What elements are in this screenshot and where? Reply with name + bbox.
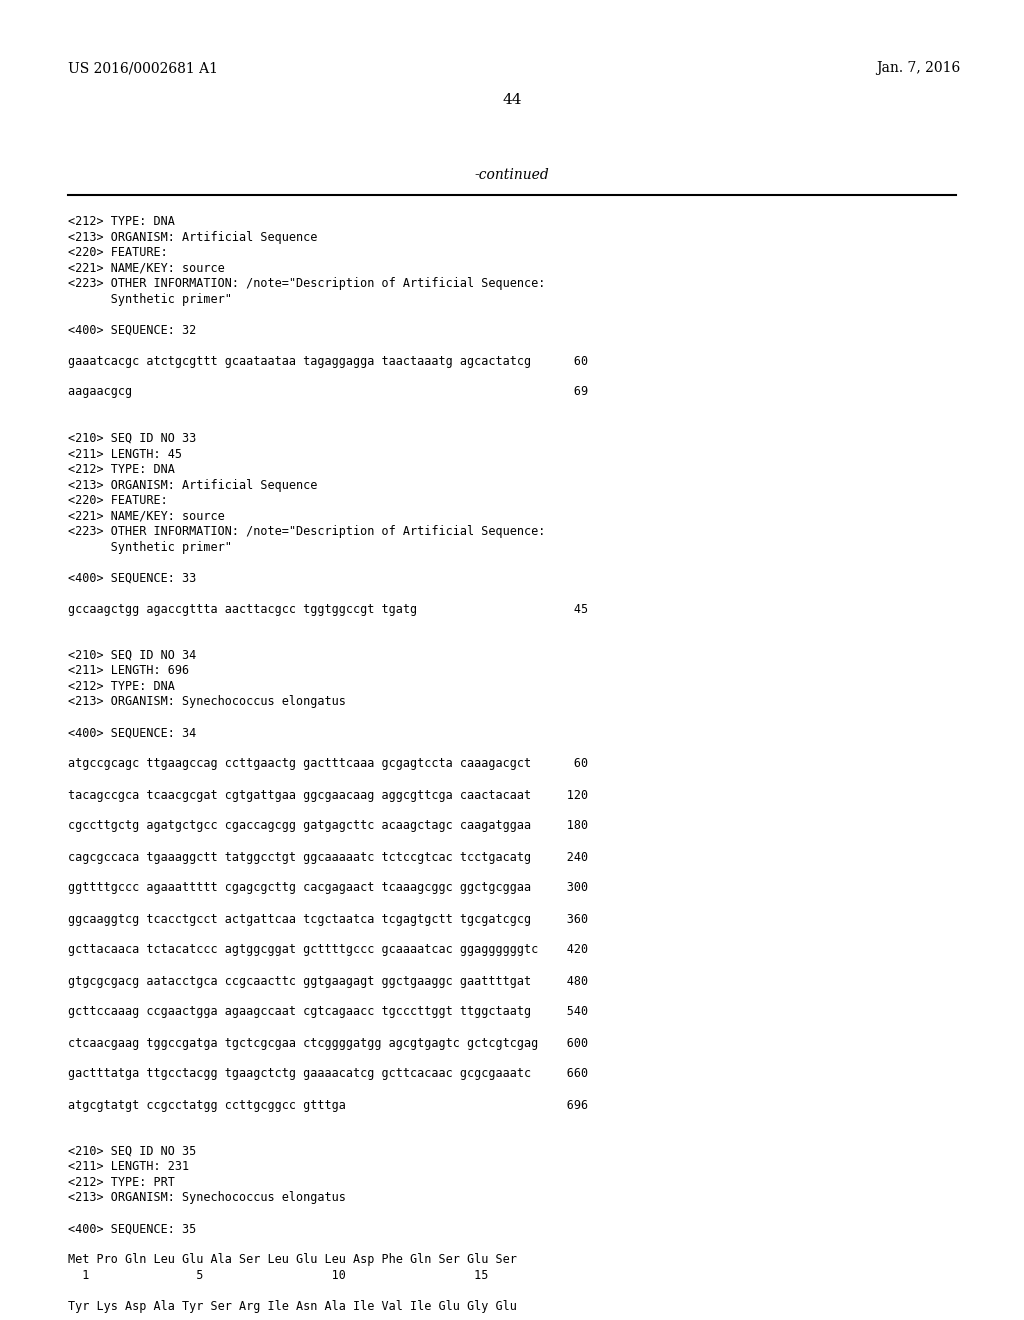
Text: Synthetic primer": Synthetic primer" [68,293,231,305]
Text: <221> NAME/KEY: source: <221> NAME/KEY: source [68,510,224,523]
Text: <400> SEQUENCE: 33: <400> SEQUENCE: 33 [68,572,197,585]
Text: <223> OTHER INFORMATION: /note="Description of Artificial Sequence:: <223> OTHER INFORMATION: /note="Descript… [68,525,546,539]
Text: Jan. 7, 2016: Jan. 7, 2016 [876,61,961,75]
Text: atgcgtatgt ccgcctatgg ccttgcggcc gtttga                               696: atgcgtatgt ccgcctatgg ccttgcggcc gtttga … [68,1098,588,1111]
Text: <212> TYPE: DNA: <212> TYPE: DNA [68,463,175,477]
Text: <220> FEATURE:: <220> FEATURE: [68,246,168,259]
Text: <213> ORGANISM: Synechococcus elongatus: <213> ORGANISM: Synechococcus elongatus [68,1192,346,1204]
Text: -continued: -continued [475,168,549,182]
Text: gcttccaaag ccgaactgga agaagccaat cgtcagaacc tgcccttggt ttggctaatg     540: gcttccaaag ccgaactgga agaagccaat cgtcaga… [68,1006,588,1019]
Text: <210> SEQ ID NO 35: <210> SEQ ID NO 35 [68,1144,197,1158]
Text: <400> SEQUENCE: 34: <400> SEQUENCE: 34 [68,726,197,739]
Text: tacagccgca tcaacgcgat cgtgattgaa ggcgaacaag aggcgttcga caactacaat     120: tacagccgca tcaacgcgat cgtgattgaa ggcgaac… [68,788,588,801]
Text: atgccgcagc ttgaagccag ccttgaactg gactttcaaa gcgagtccta caaagacgct      60: atgccgcagc ttgaagccag ccttgaactg gactttc… [68,758,588,771]
Text: Synthetic primer": Synthetic primer" [68,540,231,553]
Text: <213> ORGANISM: Artificial Sequence: <213> ORGANISM: Artificial Sequence [68,231,317,243]
Text: <211> LENGTH: 231: <211> LENGTH: 231 [68,1160,189,1173]
Text: gcttacaaca tctacatccc agtggcggat gcttttgccc gcaaaatcac ggaggggggtc    420: gcttacaaca tctacatccc agtggcggat gcttttg… [68,944,588,957]
Text: ggcaaggtcg tcacctgcct actgattcaa tcgctaatca tcgagtgctt tgcgatcgcg     360: ggcaaggtcg tcacctgcct actgattcaa tcgctaa… [68,912,588,925]
Text: ctcaacgaag tggccgatga tgctcgcgaa ctcggggatgg agcgtgagtc gctcgtcgag    600: ctcaacgaag tggccgatga tgctcgcgaa ctcgggg… [68,1036,588,1049]
Text: gccaagctgg agaccgttta aacttacgcc tggtggccgt tgatg                      45: gccaagctgg agaccgttta aacttacgcc tggtggc… [68,602,588,615]
Text: gactttatga ttgcctacgg tgaagctctg gaaaacatcg gcttcacaac gcgcgaaatc     660: gactttatga ttgcctacgg tgaagctctg gaaaaca… [68,1068,588,1081]
Text: ggttttgccc agaaattttt cgagcgcttg cacgagaact tcaaagcggc ggctgcggaa     300: ggttttgccc agaaattttt cgagcgcttg cacgaga… [68,882,588,895]
Text: <211> LENGTH: 45: <211> LENGTH: 45 [68,447,182,461]
Text: <212> TYPE: PRT: <212> TYPE: PRT [68,1176,175,1189]
Text: 1               5                  10                  15: 1 5 10 15 [68,1269,488,1282]
Text: US 2016/0002681 A1: US 2016/0002681 A1 [68,61,218,75]
Text: <220> FEATURE:: <220> FEATURE: [68,494,168,507]
Text: <211> LENGTH: 696: <211> LENGTH: 696 [68,664,189,677]
Text: <400> SEQUENCE: 32: <400> SEQUENCE: 32 [68,323,197,337]
Text: <221> NAME/KEY: source: <221> NAME/KEY: source [68,261,224,275]
Text: <400> SEQUENCE: 35: <400> SEQUENCE: 35 [68,1222,197,1236]
Text: <212> TYPE: DNA: <212> TYPE: DNA [68,215,175,228]
Text: <213> ORGANISM: Synechococcus elongatus: <213> ORGANISM: Synechococcus elongatus [68,696,346,709]
Text: <210> SEQ ID NO 34: <210> SEQ ID NO 34 [68,649,197,663]
Text: Met Pro Gln Leu Glu Ala Ser Leu Glu Leu Asp Phe Gln Ser Glu Ser: Met Pro Gln Leu Glu Ala Ser Leu Glu Leu … [68,1254,517,1266]
Text: gtgcgcgacg aatacctgca ccgcaacttc ggtgaagagt ggctgaaggc gaattttgat     480: gtgcgcgacg aatacctgca ccgcaacttc ggtgaag… [68,974,588,987]
Text: gaaatcacgc atctgcgttt gcaataataa tagaggagga taactaaatg agcactatcg      60: gaaatcacgc atctgcgttt gcaataataa tagagga… [68,355,588,367]
Text: <210> SEQ ID NO 33: <210> SEQ ID NO 33 [68,432,197,445]
Text: <212> TYPE: DNA: <212> TYPE: DNA [68,680,175,693]
Text: aagaacgcg                                                              69: aagaacgcg 69 [68,385,588,399]
Text: cgccttgctg agatgctgcc cgaccagcgg gatgagcttc acaagctagc caagatggaa     180: cgccttgctg agatgctgcc cgaccagcgg gatgagc… [68,820,588,833]
Text: cagcgccaca tgaaaggctt tatggcctgt ggcaaaaatc tctccgtcac tcctgacatg     240: cagcgccaca tgaaaggctt tatggcctgt ggcaaaa… [68,850,588,863]
Text: <213> ORGANISM: Artificial Sequence: <213> ORGANISM: Artificial Sequence [68,479,317,491]
Text: 44: 44 [502,92,522,107]
Text: Tyr Lys Asp Ala Tyr Ser Arg Ile Asn Ala Ile Val Ile Glu Gly Glu: Tyr Lys Asp Ala Tyr Ser Arg Ile Asn Ala … [68,1300,517,1313]
Text: <223> OTHER INFORMATION: /note="Description of Artificial Sequence:: <223> OTHER INFORMATION: /note="Descript… [68,277,546,290]
